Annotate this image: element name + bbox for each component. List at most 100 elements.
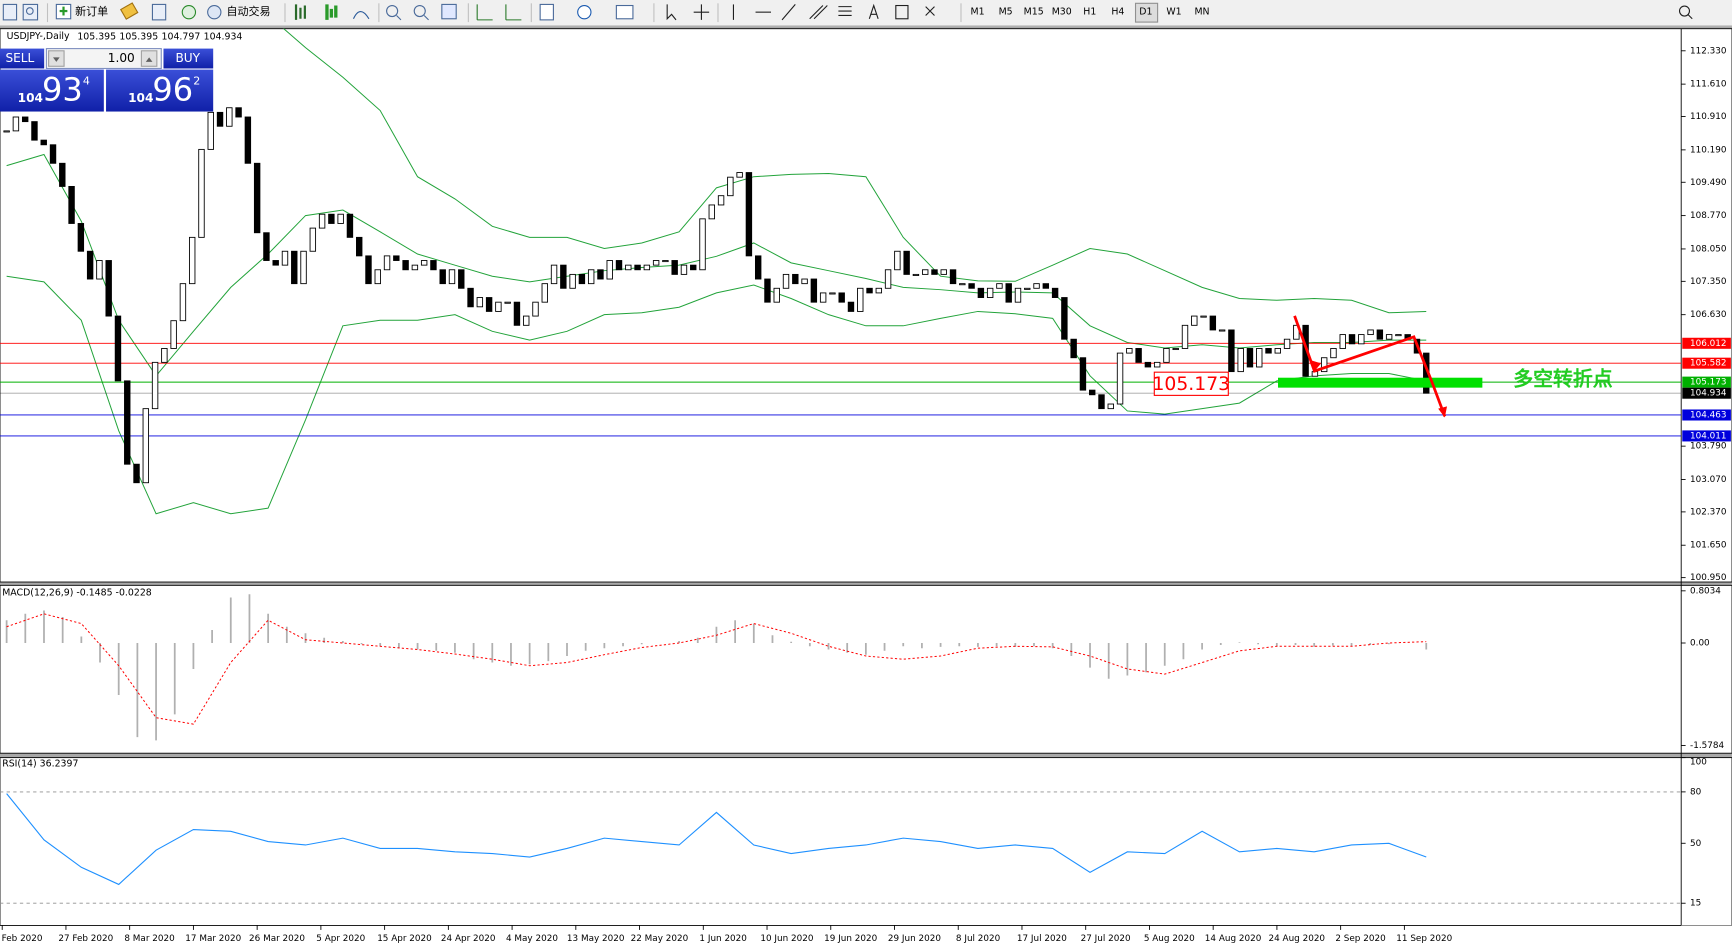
- candle: [3, 130, 10, 133]
- price-level-tag: [1682, 376, 1731, 388]
- main-plot: [0, 28, 1682, 515]
- sell-price-main[interactable]: 93: [42, 71, 83, 109]
- candle: [309, 227, 317, 252]
- candle: [263, 232, 270, 261]
- timeframe-button[interactable]: MN: [1194, 7, 1209, 18]
- candle: [476, 297, 484, 308]
- buy-button[interactable]: BUY: [175, 51, 200, 65]
- candle: [495, 301, 502, 312]
- x-tick-label: 15 Apr 2020: [377, 934, 432, 944]
- candle: [77, 223, 85, 252]
- x-tick-label: 10 Jun 2020: [760, 934, 813, 944]
- sell-price-big[interactable]: 104: [18, 91, 43, 105]
- y-tick-label: 106.630: [1690, 310, 1727, 320]
- candle: [597, 269, 604, 280]
- candle: [430, 260, 437, 271]
- lot-size[interactable]: 1.00: [108, 51, 135, 65]
- timeframe-button[interactable]: M30: [1052, 7, 1072, 18]
- timeframe-button[interactable]: M15: [1024, 7, 1044, 18]
- candle: [1172, 348, 1179, 351]
- y-tick-label: 112.330: [1690, 46, 1727, 56]
- candle: [1051, 287, 1059, 298]
- x-tick-label: Feb 2020: [2, 934, 43, 944]
- candle: [21, 116, 29, 123]
- bollinger-lower: [6, 275, 1427, 515]
- sell-price-pip[interactable]: 4: [83, 75, 90, 88]
- y-tick-label: 103.790: [1690, 442, 1727, 452]
- candle: [365, 255, 372, 285]
- candle: [560, 264, 567, 289]
- ohlc-header: 105.395 105.395 104.797 104.934: [77, 31, 242, 42]
- candle: [1237, 348, 1244, 373]
- candle: [114, 315, 122, 382]
- timeframe-button[interactable]: H1: [1083, 7, 1096, 18]
- candle: [792, 273, 799, 285]
- price-level-tag: [1682, 409, 1731, 421]
- candle: [142, 408, 150, 484]
- new-order-button[interactable]: 新订单: [75, 4, 108, 18]
- candle: [420, 260, 428, 266]
- candle: [393, 255, 400, 261]
- candle: [922, 269, 929, 275]
- y-tick-label: 50: [1690, 839, 1702, 849]
- candle: [1089, 389, 1096, 396]
- candle: [198, 148, 205, 238]
- timeframe-button[interactable]: M1: [971, 7, 985, 18]
- candle: [31, 121, 38, 141]
- candle: [1005, 283, 1012, 303]
- candle: [281, 250, 289, 266]
- candle: [754, 255, 762, 280]
- candle: [745, 172, 753, 257]
- buy-price-main[interactable]: 96: [152, 71, 193, 109]
- candle: [1098, 394, 1105, 410]
- candle: [1191, 315, 1198, 326]
- sell-button[interactable]: SELL: [5, 51, 34, 65]
- candle: [690, 264, 697, 271]
- candle: [226, 107, 233, 127]
- candle: [940, 269, 947, 275]
- timeframe-button[interactable]: D1: [1139, 7, 1152, 18]
- candle: [1126, 348, 1133, 354]
- macd-panel: [0, 584, 1732, 754]
- x-tick-label: 26 Mar 2020: [249, 934, 305, 944]
- price-level-label: 104.011: [1690, 431, 1727, 441]
- candle: [1033, 283, 1040, 289]
- price-level-tag: [1682, 357, 1731, 369]
- candle: [1200, 315, 1207, 318]
- candle: [1163, 348, 1170, 363]
- x-tick-label: 17 Mar 2020: [185, 934, 241, 944]
- timeframe-button[interactable]: H4: [1111, 7, 1124, 18]
- timeframe-button[interactable]: M5: [999, 7, 1013, 18]
- candle: [170, 320, 177, 349]
- candle: [1367, 329, 1374, 336]
- auto-trading-button[interactable]: 自动交易: [226, 4, 270, 18]
- price-level-tag: [1682, 337, 1731, 349]
- candle: [977, 287, 985, 298]
- candle: [1395, 334, 1402, 337]
- main-panel: [0, 28, 1732, 583]
- candle: [1339, 334, 1346, 349]
- candle: [652, 260, 660, 266]
- candle: [1228, 329, 1235, 373]
- timeframe-button[interactable]: W1: [1166, 7, 1181, 18]
- candle: [253, 162, 261, 234]
- buy-price-pip[interactable]: 2: [193, 75, 200, 88]
- candle: [727, 176, 734, 197]
- candle: [105, 260, 112, 317]
- y-tick-label: 101.650: [1690, 541, 1727, 551]
- buy-price-big[interactable]: 104: [128, 91, 153, 105]
- candle: [1385, 334, 1393, 340]
- trade-panel: [0, 48, 214, 112]
- candle: [578, 273, 586, 285]
- candle: [680, 264, 688, 275]
- candle: [59, 162, 66, 187]
- price-level-label: 106.012: [1690, 339, 1727, 349]
- candle: [912, 273, 920, 276]
- y-tick-label: 100: [1690, 758, 1707, 768]
- rsi-label: RSI(14) 36.2397: [2, 759, 78, 770]
- symbol-title: USDJPY-,Daily: [7, 31, 70, 42]
- candle: [587, 269, 595, 285]
- candle: [96, 260, 103, 280]
- candle: [1274, 348, 1281, 354]
